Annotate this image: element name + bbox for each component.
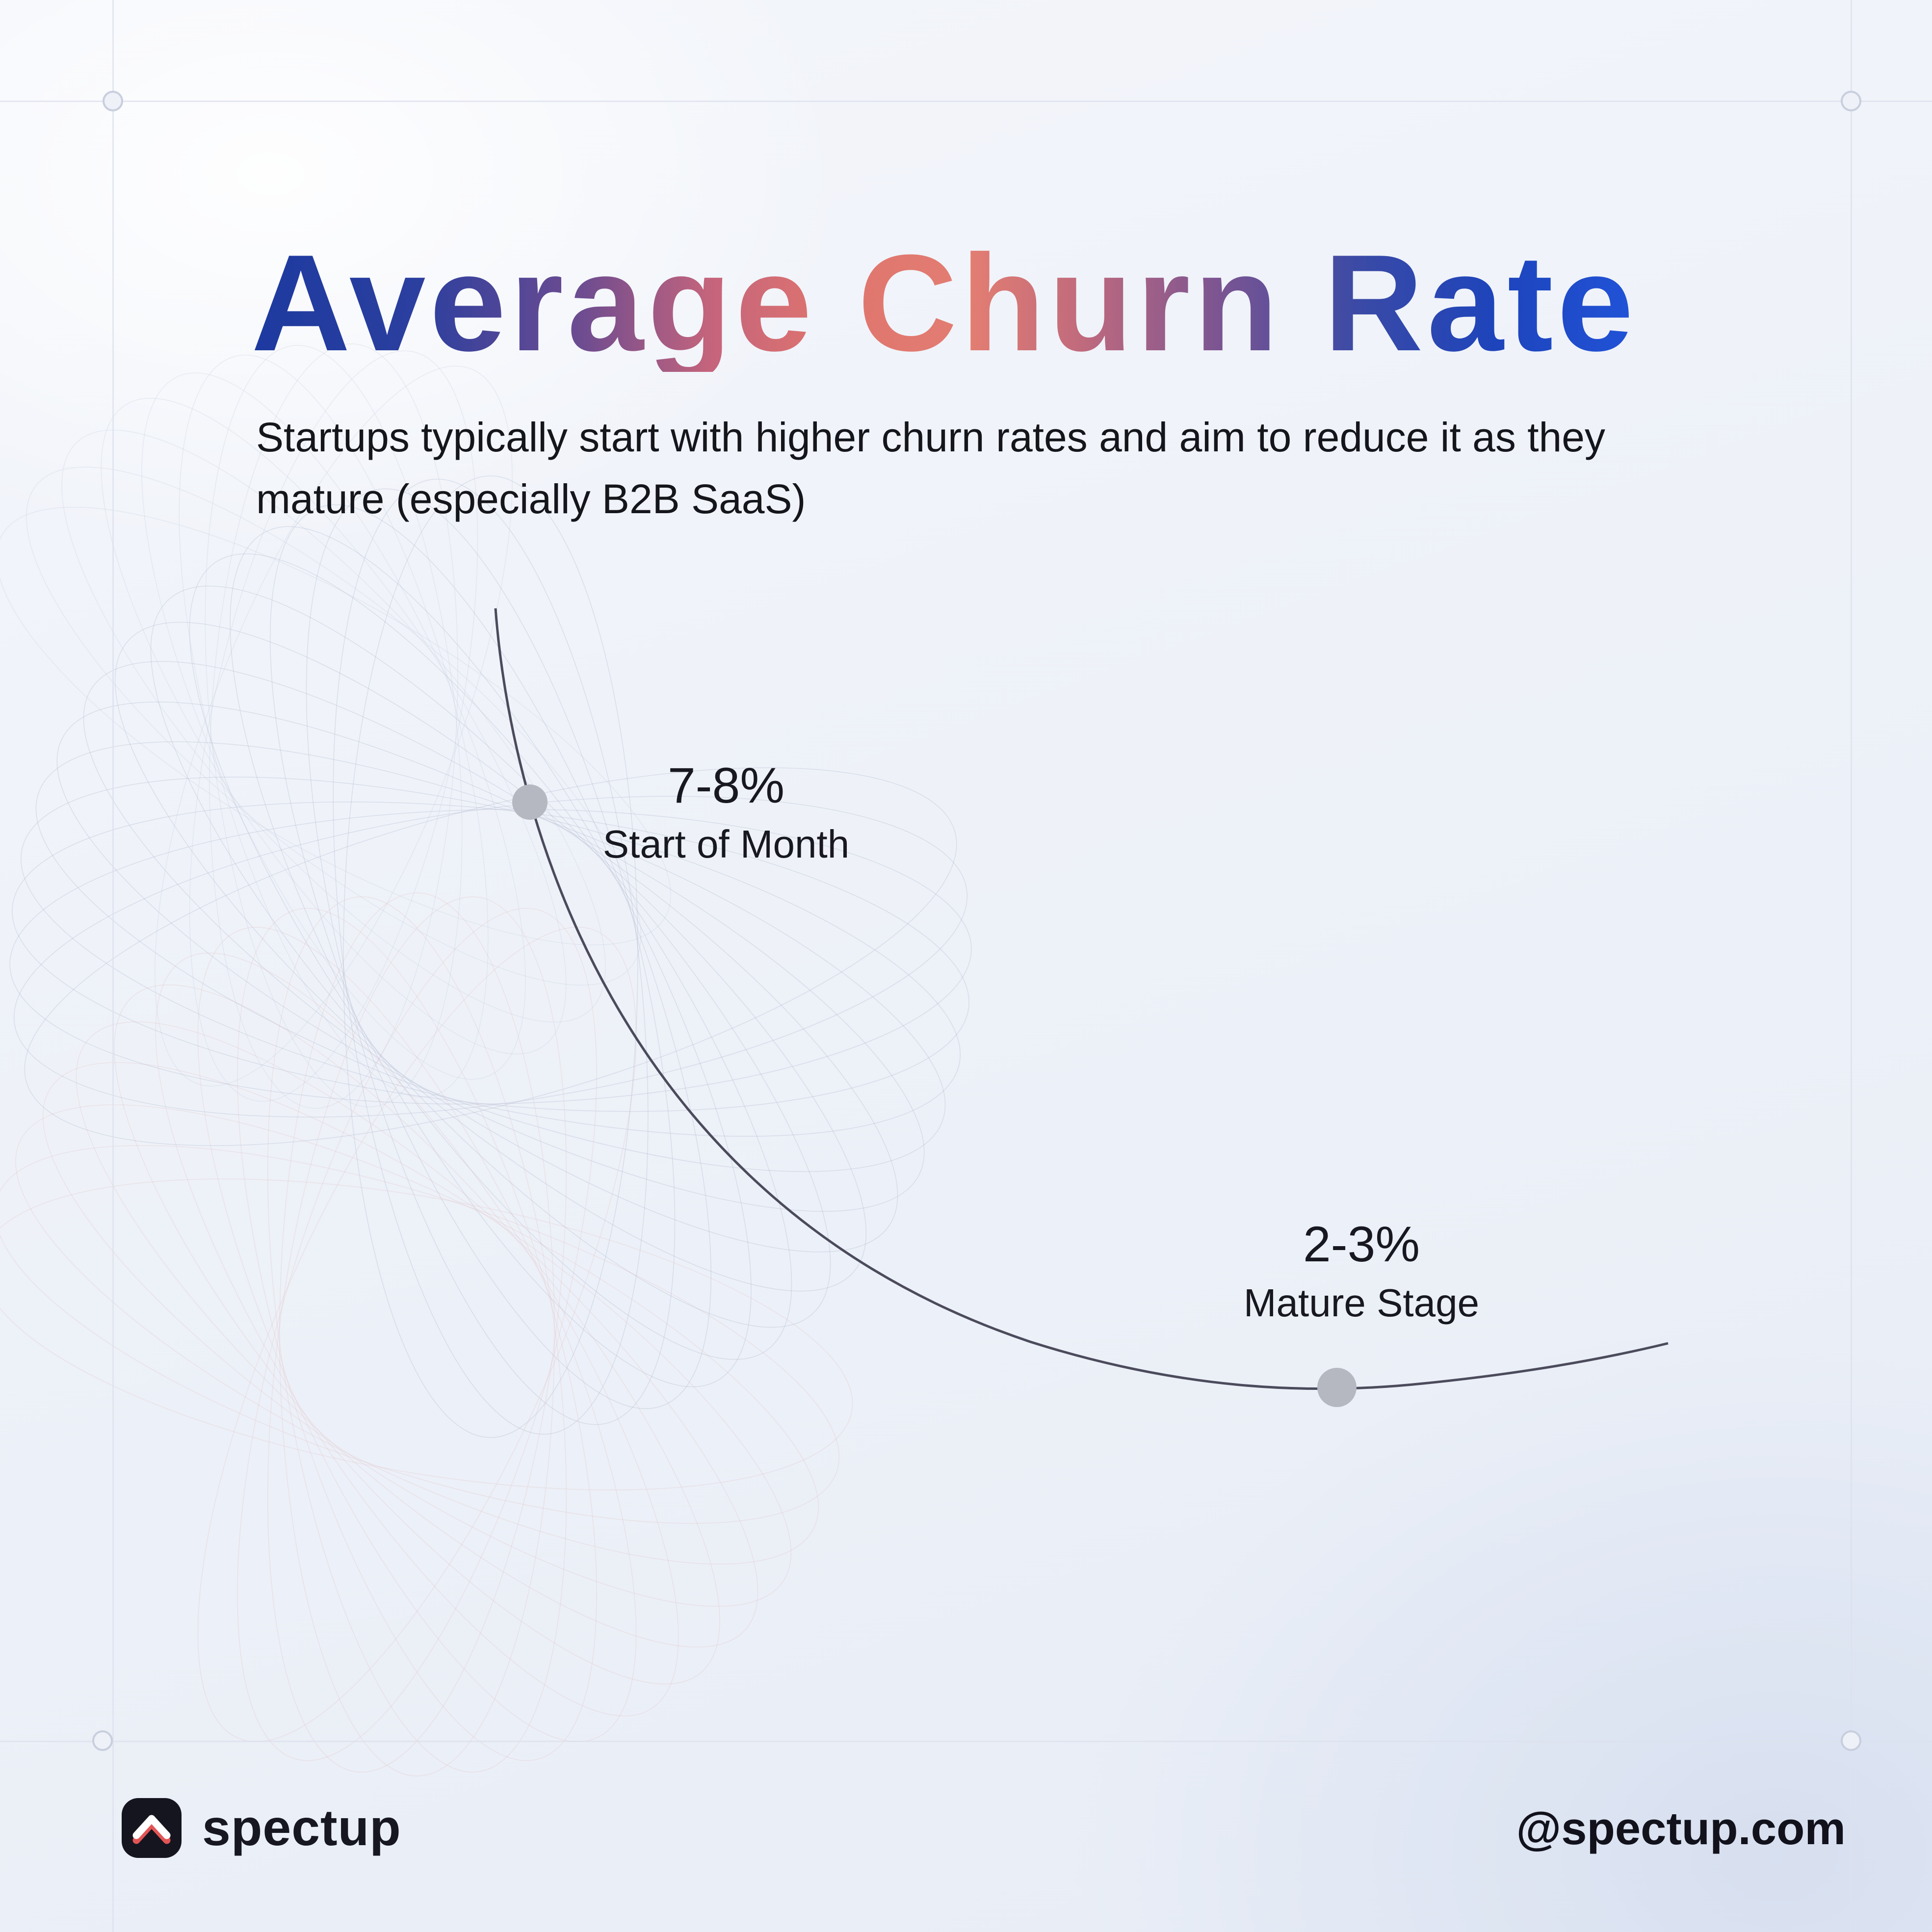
site-handle: @spectup.com [1516, 1802, 1846, 1854]
frame-guide-vertical-right [1851, 0, 1852, 1932]
corner-marker [1841, 1730, 1861, 1751]
spectup-logo [122, 1798, 182, 1858]
frame-guide-horizontal-bottom [0, 1741, 1932, 1742]
brand-name: spectup [202, 1799, 401, 1856]
churn-curve-line [494, 608, 1669, 1390]
corner-marker [1841, 91, 1861, 111]
footer-brand: spectup [122, 1798, 401, 1858]
data-point-mature [1317, 1368, 1357, 1407]
annotation-mature: 2-3% Mature Stage [1190, 1217, 1533, 1326]
annotation-start-value: 7-8% [667, 757, 785, 813]
annotation-mature-label: Mature Stage [1243, 1281, 1480, 1325]
page-subtitle: Startups typically start with higher chu… [256, 414, 1605, 522]
page-title: Average Churn Rate [251, 227, 1638, 380]
annotation-start: 7-8% Start of Month [554, 758, 898, 867]
annotation-mature-value: 2-3% [1303, 1216, 1420, 1272]
frame-guide-vertical-left [112, 0, 114, 1932]
frame-guide-horizontal-top [0, 101, 1932, 102]
annotation-start-label: Start of Month [602, 822, 850, 866]
corner-marker [103, 91, 123, 111]
chevron-up-icon [132, 1815, 171, 1844]
data-point-start [512, 784, 548, 820]
corner-marker [92, 1730, 113, 1751]
